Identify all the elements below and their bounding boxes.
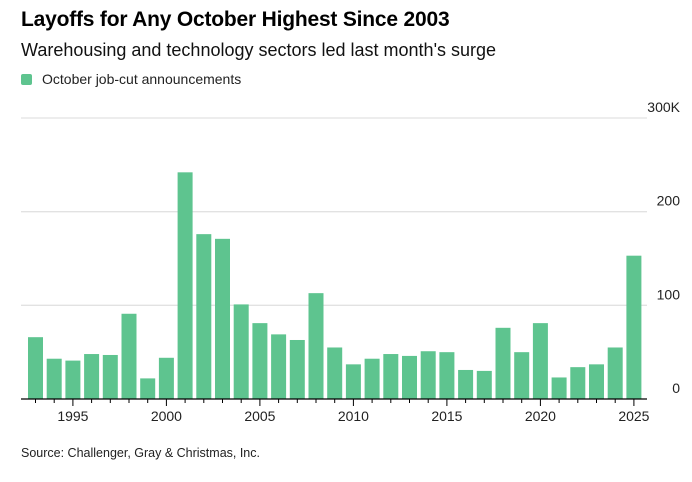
bar-2021 xyxy=(551,377,567,399)
y-tick-label: 0 xyxy=(672,380,680,396)
bar-1997 xyxy=(102,354,118,399)
bar-2018 xyxy=(495,327,511,399)
x-tick-label: 2025 xyxy=(618,408,649,424)
bar-2010 xyxy=(345,364,361,399)
x-tick-label: 2015 xyxy=(431,408,462,424)
x-tick-label: 2005 xyxy=(244,408,275,424)
bar-2024 xyxy=(607,347,623,399)
bar-2000 xyxy=(158,357,174,399)
y-tick-label: 300K xyxy=(647,99,680,115)
bar-2014 xyxy=(420,351,436,399)
bar-2001 xyxy=(177,172,193,399)
y-tick-label: 100 xyxy=(657,286,681,302)
bar-1998 xyxy=(121,313,137,399)
bar-2019 xyxy=(514,352,530,399)
bar-2016 xyxy=(458,369,474,399)
bar-2005 xyxy=(252,323,268,399)
bar-2008 xyxy=(308,293,324,399)
bar-2011 xyxy=(364,358,380,399)
bar-1994 xyxy=(46,358,62,399)
bar-2015 xyxy=(439,352,455,399)
chart-subtitle: Warehousing and technology sectors led l… xyxy=(21,40,497,60)
bar-2009 xyxy=(327,347,343,399)
bar-2025 xyxy=(626,255,642,399)
x-tick-label: 2020 xyxy=(525,408,556,424)
y-axis: 0 100 200 300K xyxy=(647,99,680,396)
bar-2017 xyxy=(476,370,492,399)
bar-1996 xyxy=(84,354,100,399)
bars xyxy=(28,172,642,399)
bar-2003 xyxy=(215,238,230,399)
bar-1993 xyxy=(28,337,43,399)
bar-1995 xyxy=(65,360,81,399)
bar-2020 xyxy=(532,323,548,399)
bar-chart: 0 100 200 300K 1995 2000 2005 2010 2015 2020 2025 xyxy=(21,99,681,424)
legend: October job-cut announcements xyxy=(21,71,241,87)
x-axis: 1995 2000 2005 2010 2015 2020 2025 xyxy=(21,398,650,424)
x-tick-label: 2000 xyxy=(151,408,182,424)
bar-2022 xyxy=(570,367,586,399)
bar-1999 xyxy=(140,378,156,399)
bar-2023 xyxy=(589,364,604,399)
legend-swatch xyxy=(21,73,32,85)
x-tick-label: 2010 xyxy=(338,408,369,424)
bar-2013 xyxy=(402,355,417,399)
bar-2006 xyxy=(271,334,287,399)
gridlines xyxy=(21,117,647,306)
legend-label: October job-cut announcements xyxy=(42,71,242,87)
bar-2007 xyxy=(289,339,305,399)
bar-2004 xyxy=(233,304,249,399)
y-tick-label: 200 xyxy=(657,193,681,209)
chart-title: Layoffs for Any October Highest Since 20… xyxy=(21,8,450,31)
x-tick-label: 1995 xyxy=(57,408,88,424)
source-note: Source: Challenger, Gray & Christmas, In… xyxy=(21,446,260,460)
bar-2012 xyxy=(383,354,399,399)
bar-2002 xyxy=(196,234,212,399)
